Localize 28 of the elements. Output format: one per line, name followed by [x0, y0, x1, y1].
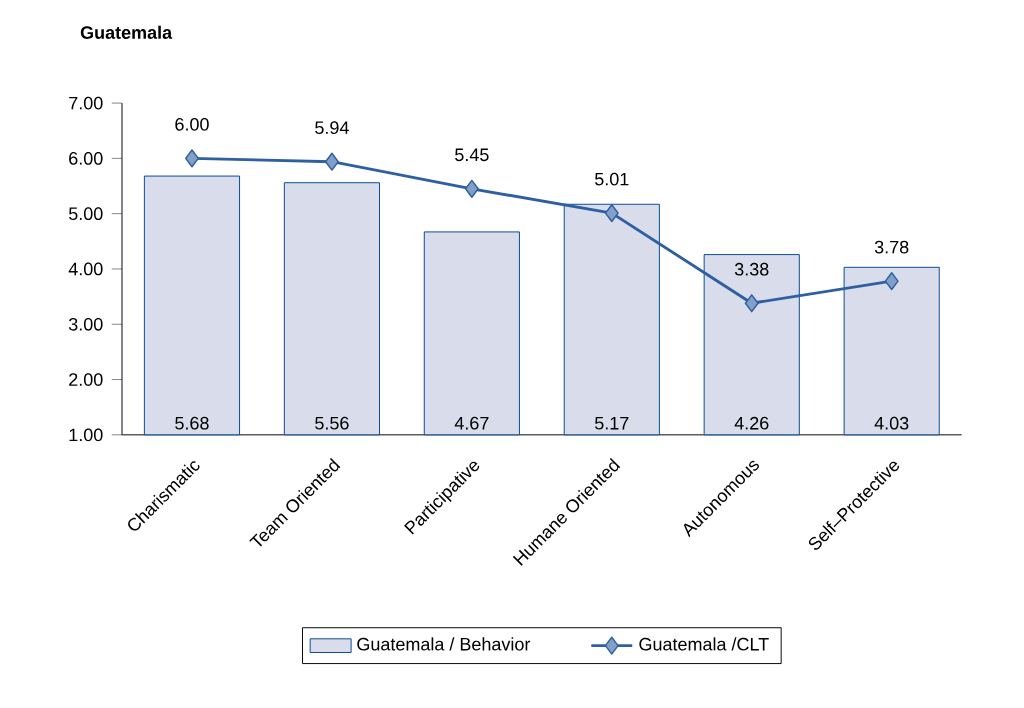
- point: [464, 179, 479, 198]
- data-label: 5.94: [315, 121, 349, 135]
- data-label: 5.68: [175, 416, 209, 430]
- chart-title: Guatemala: [80, 25, 173, 39]
- data-label: 5.17: [595, 417, 629, 430]
- y-tick-label: 5.00: [68, 207, 103, 221]
- y-tick-label: 7.00: [69, 96, 103, 110]
- point: [324, 152, 339, 171]
- data-label: 4.26: [734, 416, 769, 430]
- y-tick-label: 4.00: [68, 262, 103, 276]
- data-label: 4.03: [874, 416, 909, 430]
- point: [884, 272, 899, 291]
- data-label: 5.45: [455, 148, 489, 162]
- data-label: 4.67: [454, 416, 489, 430]
- data-label: 6.00: [175, 118, 209, 131]
- point: [744, 294, 759, 313]
- y-tick-label: 1.00: [69, 428, 103, 442]
- y-tick-label: 6.00: [69, 152, 103, 165]
- point: [604, 204, 619, 223]
- data-label: 5.56: [315, 416, 349, 430]
- data-label: 3.78: [874, 240, 909, 254]
- data-label: 3.38: [734, 262, 769, 276]
- y-tick-label: 2.00: [69, 373, 103, 386]
- legend-label: Guatemala /CLT: [639, 637, 769, 651]
- y-tick-label: 3.00: [68, 317, 103, 331]
- legend-label: Guatemala / Behavior: [357, 637, 531, 651]
- data-label: 5.01: [595, 172, 629, 186]
- point: [184, 149, 199, 168]
